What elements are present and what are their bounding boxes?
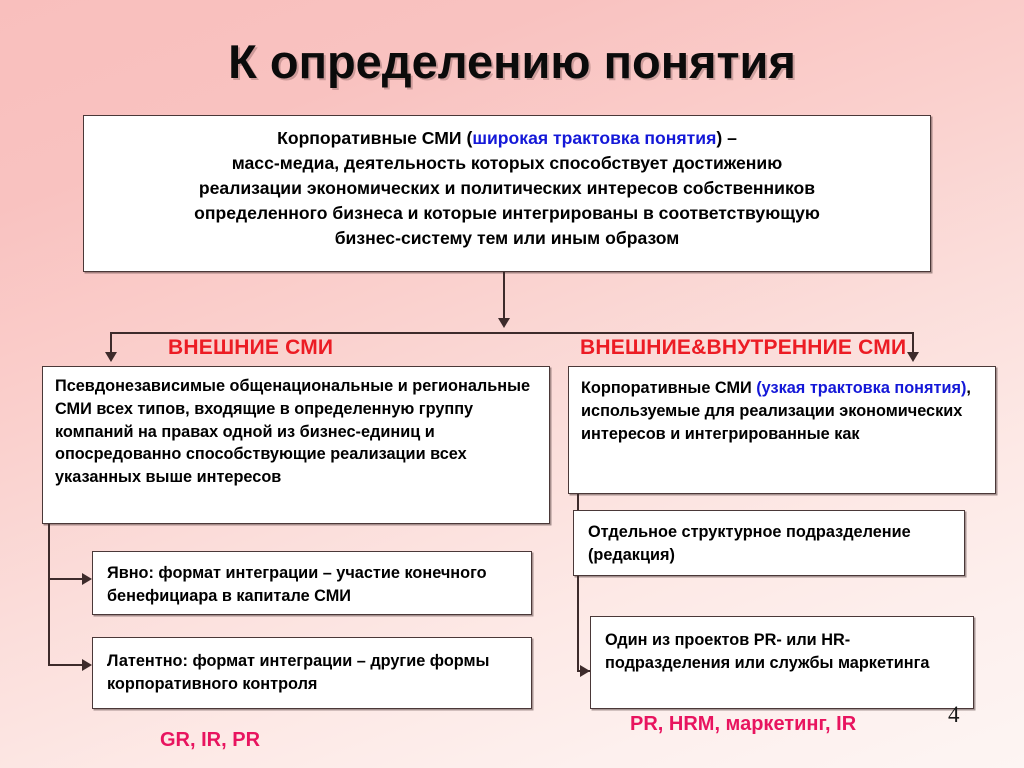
connector-trunk-vertical [503,272,505,320]
left-sub-box-latent: Латентно: формат интеграции – другие фор… [92,637,532,709]
connector-left-sub1-arrowhead [82,573,92,585]
connector-right-sub2-arrowhead [580,665,590,677]
connector-left-branch-to-sub2 [48,664,86,666]
column-header-external-internal: ВНЕШНИЕ&ВНУТРЕННИЕ СМИ [580,336,907,359]
connector-left-arrowhead [105,352,117,362]
role-label-left: GR, IR, PR [160,729,261,751]
connector-left-branch-to-sub1 [48,578,86,580]
role-label-right: PR, HRM, маркетинг, IR [630,713,857,735]
left-main-box: Псевдонезависимые общенациональные и рег… [42,366,550,524]
definition-box: Корпоративные СМИ (широкая трактовка пон… [83,115,931,272]
definition-line-4: определенного бизнеса и которые интегрир… [194,202,820,223]
right-main-box: Корпоративные СМИ (узкая трактовка понят… [568,366,996,494]
right-sub-box-division: Отдельное структурное подразделение (ред… [573,510,965,576]
right-main-suffix: , используемые для реализации экономичес… [581,379,971,443]
connector-right-branch-vertical [577,494,579,672]
definition-line-1: Корпоративные СМИ (широкая трактовка пон… [96,126,918,151]
connector-left-sub2-arrowhead [82,659,92,671]
connector-distribution-bar [110,332,914,334]
column-header-external: ВНЕШНИЕ СМИ [168,336,334,359]
connector-left-branch-vertical [48,524,50,666]
right-sub-box-project: Один из проектов PR- или HR-подразделени… [590,616,974,709]
left-sub-box-explicit: Явно: формат интеграции – участие конечн… [92,551,532,615]
definition-line-2: масс-медиа, деятельность которых способс… [231,152,783,173]
right-main-highlight-narrow: (узкая трактовка понятия) [756,379,967,397]
connector-left-drop [110,332,112,354]
right-main-prefix: Корпоративные СМИ [581,379,757,397]
definition-line-3: реализации экономических и политических … [198,177,816,198]
definition-line-5: бизнес-систему тем или иным образом [334,227,680,248]
definition-line-1-prefix: Корпоративные СМИ ( [277,128,473,148]
definition-line-1-suffix: ) – [716,128,737,148]
connector-right-drop [912,332,914,354]
slide-number: 4 [948,702,960,727]
definition-highlight-broad: широкая трактовка понятия [472,128,717,148]
connector-right-arrowhead [907,352,919,362]
connector-trunk-arrowhead [498,318,510,328]
page-title: К определению понятия [228,35,796,88]
